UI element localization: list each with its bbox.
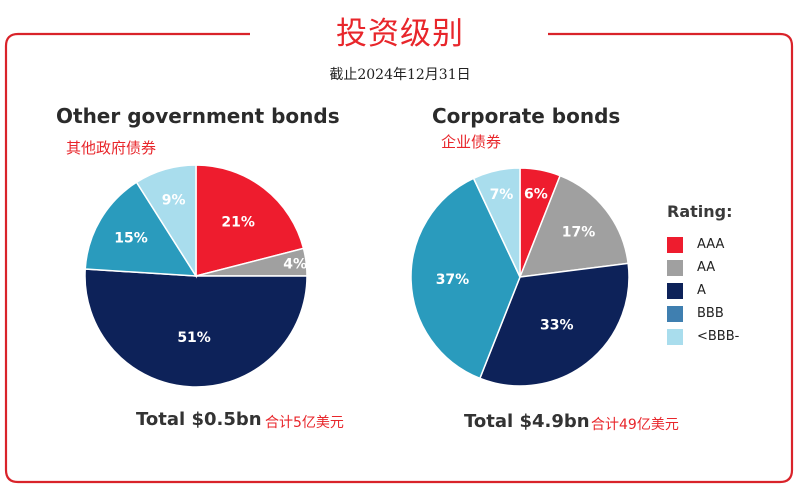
chart-title-government: Other government bonds xyxy=(56,104,340,128)
legend-label: BBB xyxy=(697,306,724,321)
legend-swatch xyxy=(667,328,683,345)
pie-slice-label: 17% xyxy=(562,225,596,241)
legend-swatch xyxy=(667,282,683,299)
legend-item-a: A xyxy=(667,279,739,302)
pie-slice-bbb xyxy=(84,181,198,277)
legend-swatch xyxy=(667,259,683,276)
pie-slice-label: 15% xyxy=(114,231,148,247)
pie-slice-label: 9% xyxy=(162,192,186,208)
total-corporate: Total $4.9bn xyxy=(464,411,590,432)
pie-slice-bbb xyxy=(410,177,521,380)
pie-slice-bbb xyxy=(472,167,521,278)
pie-slice-a xyxy=(478,262,630,387)
as-of-date: 截止2024年12月31日 xyxy=(329,67,471,83)
legend-label: <BBB- xyxy=(697,329,740,344)
total-government-cn: 合计5亿美元 xyxy=(265,415,344,431)
legend-item-aaa: AAA xyxy=(667,233,739,256)
legend-label: A xyxy=(697,283,706,298)
legend-title: Rating: xyxy=(667,202,733,221)
pie-slice-label: 21% xyxy=(221,215,255,231)
pie-slice-label: 4% xyxy=(283,256,307,272)
pie-slice-label: 7% xyxy=(490,187,514,203)
legend-item-aa: AA xyxy=(667,256,739,279)
pie-slice-a xyxy=(84,268,308,388)
chart-subtitle-corporate: 企业债券 xyxy=(441,133,502,151)
total-government: Total $0.5bn xyxy=(136,409,262,430)
pie-slice-label: 37% xyxy=(436,272,470,288)
legend-label: AAA xyxy=(697,237,725,252)
pie-slice-aa xyxy=(518,174,629,278)
pie-slice-label: 6% xyxy=(524,186,548,202)
total-corporate-cn: 合计49亿美元 xyxy=(591,417,679,433)
pie-slice-bbb xyxy=(135,164,197,279)
legend-swatch xyxy=(667,305,683,322)
chart-title-corporate: Corporate bonds xyxy=(432,104,621,128)
rating-legend: Rating: AAA AA A BBB <BBB- xyxy=(667,202,739,348)
chart-subtitle-government: 其他政府债券 xyxy=(66,139,157,157)
legend-swatch xyxy=(667,236,683,253)
legend-item-bbb: BBB xyxy=(667,302,739,325)
legend-label: AA xyxy=(697,260,716,275)
pie-slice-aaa xyxy=(195,164,305,277)
pie-slice-label: 51% xyxy=(177,330,211,346)
page-title: 投资级别 xyxy=(336,16,464,52)
legend-item-below-bbb: <BBB- xyxy=(667,325,739,348)
pie-slice-label: 33% xyxy=(540,317,574,333)
